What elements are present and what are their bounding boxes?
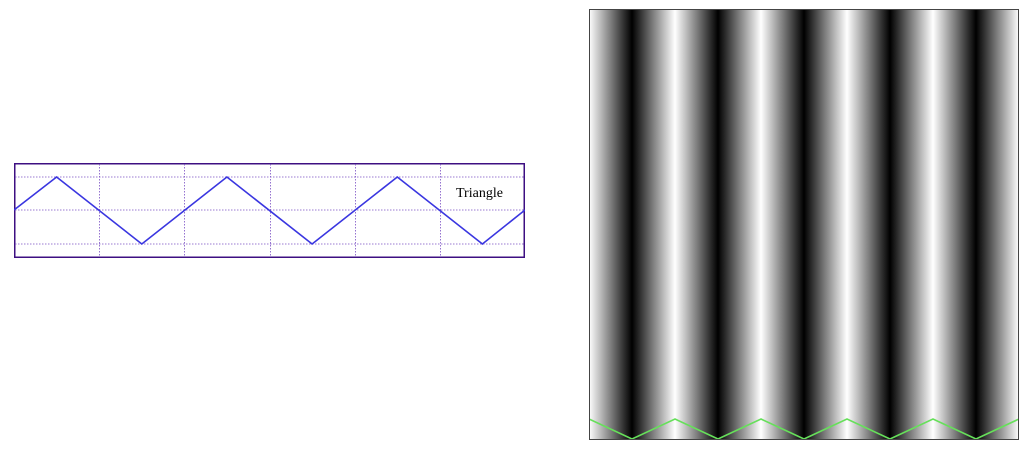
gradient-panel-frame [589, 9, 1019, 440]
triangle-wave-line [14, 175, 525, 246]
wave-label: Triangle [456, 186, 503, 201]
gradient-stripes-panel [589, 9, 1019, 440]
gradient-stripes [589, 9, 1019, 440]
triangle-wave-plot: Triangle [14, 163, 525, 258]
gradient-stripes-plot [589, 9, 1019, 440]
triangle-wave-panel: Triangle [14, 163, 525, 258]
